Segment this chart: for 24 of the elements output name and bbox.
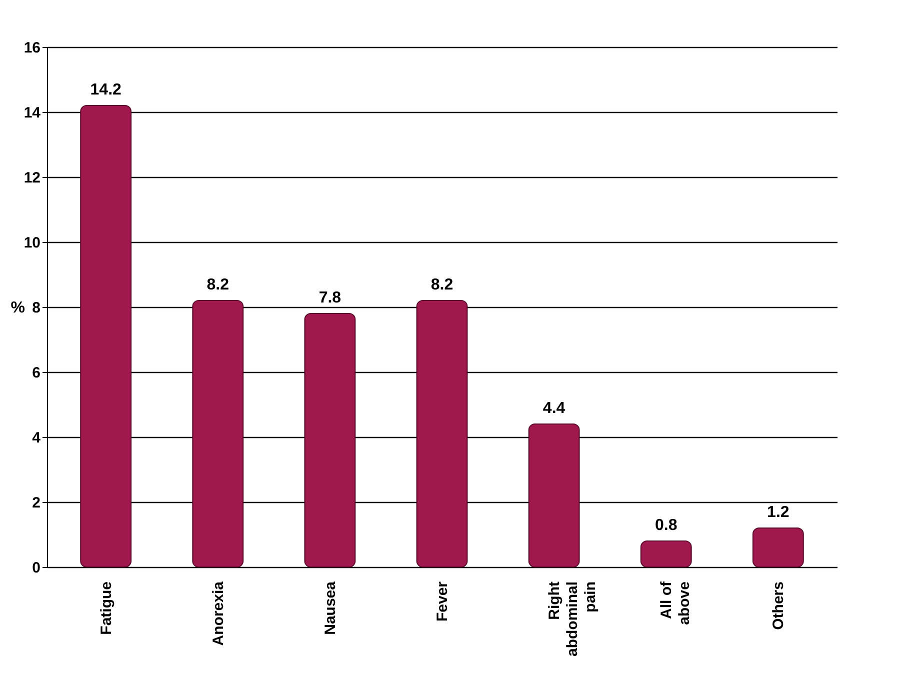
y-tick-label: 16 — [24, 40, 40, 56]
x-tick-label: Anorexia — [210, 580, 227, 646]
data-label: 7.8 — [318, 290, 342, 306]
x-tick-label: Nausea — [322, 580, 339, 635]
y-tick-label: 4 — [32, 430, 42, 446]
data-label: 1.2 — [767, 504, 790, 521]
y-tick-label: 8 — [32, 300, 40, 316]
y-tick-label: 0 — [32, 560, 40, 576]
data-label: 0.8 — [654, 517, 678, 534]
y-tick-label: 10 — [24, 234, 40, 252]
y-tick-label: 6 — [32, 364, 40, 382]
data-label: 14.2 — [90, 82, 122, 98]
data-label: 8.2 — [206, 276, 230, 294]
y-tick-label: 2 — [32, 494, 40, 512]
data-label: 4.4 — [542, 400, 566, 417]
x-tick-label: Others — [770, 582, 788, 630]
y-tick-label: 12 — [24, 170, 40, 186]
x-tick-label: Right abdominal pain — [546, 582, 600, 657]
x-tick-label: Fever — [434, 581, 451, 622]
y-axis-title: % — [10, 300, 25, 316]
y-tick-label: 14 — [24, 104, 42, 122]
data-label: 8.2 — [430, 276, 454, 294]
x-tick-label: All of above — [658, 580, 694, 625]
x-tick-label: Fatigue — [98, 582, 115, 635]
